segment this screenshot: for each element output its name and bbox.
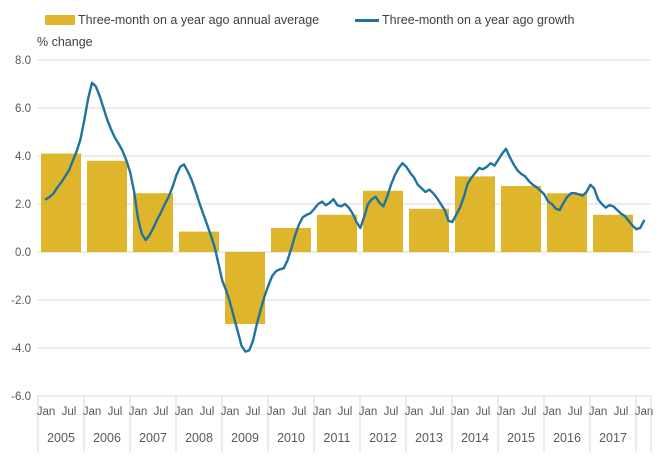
year-label: 2005 [47, 431, 75, 445]
month-label: Jan [497, 406, 516, 418]
legend-label-annual-average: Three-month on a year ago annual average [78, 13, 320, 27]
year-label: 2007 [139, 431, 167, 445]
month-label: Jul [614, 406, 629, 418]
year-label: 2011 [324, 431, 351, 445]
bar-2008 [179, 231, 219, 252]
month-label: Jan [129, 406, 148, 418]
month-label: Jul [430, 406, 445, 418]
y-tick-label: 2.0 [15, 199, 31, 211]
month-label: Jan [589, 406, 608, 418]
bar-2014 [455, 176, 495, 252]
year-label: 2009 [231, 431, 259, 445]
bar-2017 [593, 214, 633, 252]
bar-swatch-icon [45, 15, 75, 25]
bar-2015 [501, 186, 541, 252]
year-label: 2015 [507, 431, 535, 445]
year-label: 2010 [277, 431, 305, 445]
growth-line [44, 81, 646, 353]
month-label: Jan [451, 406, 470, 418]
month-label: Jan [359, 406, 378, 418]
month-label: Jan [175, 406, 194, 418]
bar-2016 [547, 193, 587, 252]
month-label: Jul [246, 406, 261, 418]
y-tick-label: -4.0 [11, 343, 31, 355]
y-tick-label: 0.0 [15, 247, 31, 259]
month-label: Jul [62, 406, 77, 418]
month-label: Jul [292, 406, 307, 418]
month-label: Jan [221, 406, 240, 418]
year-label: 2006 [93, 431, 121, 445]
bar-2006 [87, 160, 127, 252]
y-tick-label: 6.0 [15, 103, 31, 115]
month-label: Jan [543, 406, 562, 418]
y-tick-label: 8.0 [15, 55, 31, 67]
month-label: Jul [522, 406, 537, 418]
year-label: 2016 [553, 431, 581, 445]
line-swatch-icon [355, 18, 379, 22]
month-label: Jul [200, 406, 215, 418]
month-label: Jan [313, 406, 332, 418]
y-tick-label: 4.0 [15, 151, 31, 163]
month-label: Jul [108, 406, 123, 418]
y-axis-unit-label: % change [37, 35, 93, 49]
legend-item-growth: Three-month on a year ago growth [355, 12, 574, 28]
year-label: 2017 [599, 431, 627, 445]
month-label: Jul [154, 406, 169, 418]
bar-2013 [409, 208, 449, 252]
month-label: Jan [635, 406, 654, 418]
year-label: 2012 [369, 431, 397, 445]
legend-item-annual-average: Three-month on a year ago annual average [45, 12, 319, 28]
month-label: Jan [37, 406, 56, 418]
month-label: Jan [405, 406, 424, 418]
year-label: 2014 [461, 431, 489, 445]
month-label: Jul [568, 406, 583, 418]
bar-2005 [41, 153, 81, 252]
month-label: Jan [83, 406, 102, 418]
year-label: 2013 [415, 431, 443, 445]
year-label: 2008 [185, 431, 213, 445]
bar-2012 [363, 190, 403, 252]
month-label: Jul [476, 406, 491, 418]
month-label: Jul [384, 406, 399, 418]
legend-label-growth: Three-month on a year ago growth [382, 13, 575, 27]
month-label: Jan [267, 406, 286, 418]
bar-2011 [317, 214, 357, 252]
month-label: Jul [338, 406, 353, 418]
y-tick-label: -2.0 [11, 295, 31, 307]
y-tick-label: -6.0 [11, 391, 31, 403]
